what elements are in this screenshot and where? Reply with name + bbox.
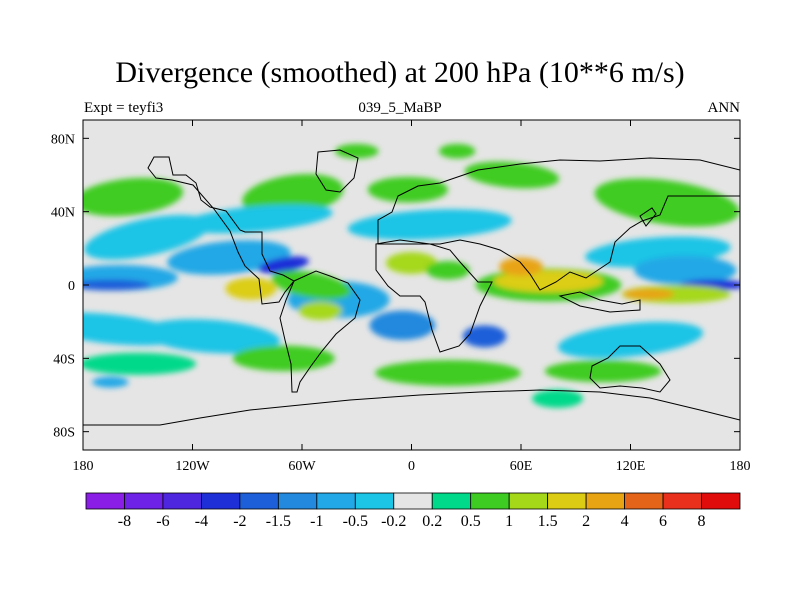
x-tick-label: 60W [288, 459, 316, 474]
colorbar-swatch [508, 492, 549, 510]
contour-region-33 [83, 352, 197, 375]
contour-region-12 [167, 240, 291, 275]
map-background [83, 120, 740, 450]
colorbar-swatch [662, 492, 702, 510]
colorbar-swatch [547, 492, 587, 510]
coastline-japan [639, 207, 657, 227]
colorbar-swatch [701, 492, 741, 510]
contour-region-15 [83, 279, 151, 291]
y-tick-label: 80N [51, 132, 75, 147]
contour-region-20 [271, 270, 351, 300]
colorbar-label: 0.2 [422, 513, 442, 530]
colorbar-swatch [124, 492, 164, 510]
colorbar-label: -0.5 [343, 513, 368, 530]
chart-title: Divergence (smoothed) at 200 hPa (10**6 … [115, 56, 685, 89]
colorbar-swatch [393, 492, 433, 510]
contour-region-18 [369, 310, 436, 341]
contour-region-31 [141, 319, 280, 354]
contour-region-32 [557, 321, 704, 359]
x-tick-label: 120E [616, 459, 646, 474]
colorbar-swatch [277, 492, 318, 510]
colorbar-swatch [316, 492, 356, 510]
colorbar-swatch [201, 492, 241, 510]
contour-region-37 [531, 389, 584, 408]
contour-region-5 [334, 143, 379, 159]
x-tick-label: 60E [510, 459, 533, 474]
contour-region-16 [258, 256, 309, 274]
colorbar-label: -1.5 [266, 513, 291, 530]
coastline-greenland [315, 149, 359, 193]
colorbar-label: -0.2 [381, 513, 406, 530]
colorbar-swatch [85, 492, 125, 510]
coastline-antarctica [83, 389, 740, 426]
subtitle-left: Expt = teyfi3 [84, 100, 164, 116]
colorbar-label: 6 [659, 513, 667, 530]
colorbar-label: -2 [233, 513, 246, 530]
x-tick-label: 180 [730, 459, 751, 474]
subtitle-center: 039_5_MaBP [358, 100, 442, 116]
contour-region-9 [347, 209, 512, 240]
colorbar-swatch [585, 492, 625, 510]
coastline-australia [589, 345, 671, 393]
y-tick-label: 0 [68, 279, 75, 294]
map-axes: 180 120W 60W 0 60E 120E 180 80N 40N 0 40S 80S [51, 120, 751, 474]
colorbar-swatch [470, 492, 510, 510]
contour-region-35 [375, 360, 521, 386]
colorbar-label: -1 [310, 513, 323, 530]
coastline-africa [375, 239, 493, 353]
y-tick-label: 40N [51, 206, 75, 221]
contour-region-38 [92, 376, 129, 388]
x-tick-label: 180 [73, 459, 94, 474]
coastline-layer [83, 149, 740, 426]
contour-region-27 [499, 257, 543, 276]
contour-region-23 [385, 252, 438, 274]
contour-region-22 [298, 301, 343, 320]
colorbar-label: 1.5 [538, 513, 558, 530]
contour-region-14 [634, 255, 737, 285]
contour-fill-layer [83, 143, 740, 408]
subtitle-right: ANN [707, 100, 741, 116]
colorbar-swatch [354, 492, 395, 510]
colorbar: -8 -6 -4 -2 -1.5 -1 -0.5 -0.2 0.2 0.5 1 1.5 2 4 6 8 [85, 492, 741, 530]
colorbar-swatch [162, 492, 202, 510]
colorbar-label: 2 [582, 513, 590, 530]
colorbar-label: 8 [698, 513, 706, 530]
contour-region-21 [225, 277, 277, 300]
colorbar-label: -8 [118, 513, 131, 530]
coastline-indonesia [558, 291, 641, 313]
colorbar-label: -6 [156, 513, 169, 530]
contour-region-7 [84, 215, 210, 260]
contour-region-29 [623, 288, 675, 300]
contour-region-34 [232, 345, 335, 372]
contour-region-4 [594, 178, 740, 227]
colorbar-swatch [239, 492, 279, 510]
colorbar-label: 1 [505, 513, 513, 530]
coastline-south-america [279, 270, 361, 393]
x-tick-label: 0 [408, 459, 415, 474]
contour-region-24 [426, 261, 470, 280]
x-tick-label: 120W [175, 459, 210, 474]
contour-region-6 [438, 143, 476, 159]
contour-region-26 [493, 270, 604, 293]
y-tick-label: 80S [53, 426, 75, 441]
contour-region-36 [544, 360, 662, 383]
colorbar-swatch [624, 492, 664, 510]
colorbar-swatch [431, 492, 472, 510]
coastline-eurasia [377, 157, 740, 291]
colorbar-label: -4 [195, 513, 208, 530]
contour-region-0 [83, 177, 184, 217]
coastline-north-america [147, 156, 295, 305]
contour-region-8 [180, 204, 333, 234]
colorbar-label: 4 [621, 513, 629, 530]
y-tick-label: 40S [53, 352, 75, 367]
contour-region-19 [462, 325, 507, 348]
contour-region-2 [367, 176, 448, 203]
colorbar-label: 0.5 [461, 513, 481, 530]
